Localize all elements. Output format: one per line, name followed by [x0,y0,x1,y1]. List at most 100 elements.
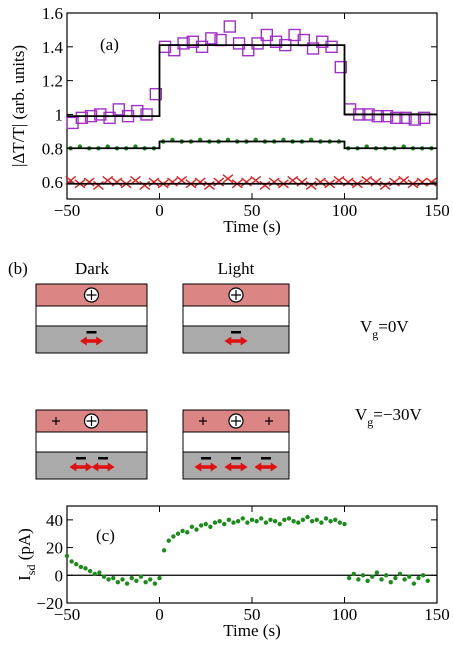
cross-point [213,177,225,187]
dot-point [138,574,144,579]
square-point [195,40,209,54]
y-tick-label: 0.8 [42,139,63,158]
cross-point [241,177,252,187]
row-label-main: V [355,405,368,424]
dot-point [166,538,171,543]
x-tick-label: 100 [332,201,358,220]
cross-point [222,174,234,184]
dot-point [115,580,121,585]
square-point [399,111,412,125]
negative-sign [261,457,271,460]
row-label-main: V [360,317,373,336]
column-label: Dark [75,259,109,278]
square-point [177,37,190,50]
dot-point [87,568,93,574]
dot-point [143,580,148,585]
cross-point [370,177,382,187]
device [182,283,290,354]
dot-point [309,519,315,524]
square-point [269,35,283,48]
oxide-layer [182,431,290,453]
dot-point [277,521,282,527]
dot-point [245,520,250,525]
dot-point [175,531,181,536]
y-tick-label: 1.6 [42,4,63,23]
y-tick-label: 20 [46,539,63,558]
square-point [325,40,338,54]
dot-point [64,553,70,559]
dot-point [157,575,162,581]
dot-point [328,519,333,524]
oxide-layer [35,431,148,453]
dot-point [111,575,116,581]
dot-point [148,577,153,582]
positive-sign [86,416,97,426]
negative-sign [231,331,241,334]
fit-line [67,140,437,150]
dot-point [272,519,278,524]
dot-point [300,517,306,523]
x-tick-label: 150 [424,605,450,624]
dot-point [374,570,380,575]
dot-point [92,571,97,577]
cross-point [167,177,178,187]
row-label-rest: =−30V [373,405,422,424]
dot-point [69,559,74,564]
dot-point [212,520,218,525]
dot-point [402,577,407,582]
cross-point [111,177,123,187]
cross-point [426,177,437,187]
dot-point [222,521,227,527]
electron-arrow [91,462,115,472]
dot-point [259,516,264,521]
square-point [251,37,264,50]
dot-point [291,519,296,524]
dot-point [411,581,417,586]
y-tick-label: −20 [36,594,63,613]
negative-sign [76,457,86,460]
dot-point [152,581,158,586]
dot-point [370,574,375,579]
y-tick-label: 1.2 [42,72,63,91]
x-tick-label: 50 [244,201,261,220]
y-axis-label: Isd (pA) [15,528,38,581]
square-point [380,109,394,123]
square-point [223,20,237,33]
electron-arrow [194,462,218,472]
x-tick-label: 100 [332,605,358,624]
dot-point [397,571,403,577]
dot-point [342,521,347,527]
dot-point [101,574,107,579]
dot-point [231,520,236,525]
cross-point [416,177,428,187]
cross-point [139,180,151,191]
dot-point [346,575,352,581]
dot-point [365,578,370,584]
dot-point [379,577,384,582]
cross-point [379,180,391,191]
square-point [149,87,163,101]
dot-point [268,517,273,523]
dot-point [407,574,412,579]
dot-point [180,528,185,534]
cross-point [389,177,400,187]
dot-point [83,566,88,571]
dot-point [97,570,102,575]
square-point [371,109,384,123]
y-tick-label: 40 [46,511,63,530]
x-tick-label: 0 [155,201,164,220]
x-tick-label: 50 [244,605,261,624]
cross-point [296,177,308,187]
dot-point [134,578,139,584]
row-label: Vg=−30V [355,405,422,429]
square-point [417,111,431,125]
square-point [390,111,403,125]
y-axis-label-main: I [15,575,34,581]
dot-point [198,523,204,528]
row-label-rest: =0V [378,317,409,336]
dot-point [420,573,426,578]
dot-point [249,517,255,523]
square-point [94,108,107,121]
row-label-sub: g [367,415,373,429]
